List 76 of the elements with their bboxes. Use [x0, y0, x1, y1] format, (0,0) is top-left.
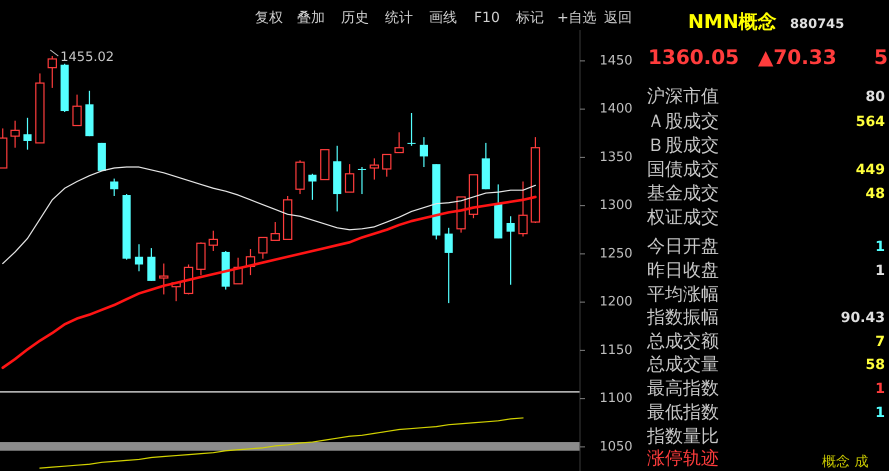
candlestick [23, 117, 32, 150]
candlestick [420, 136, 428, 168]
text: 画线 [429, 10, 457, 26]
category-label: 沪深市值 [647, 86, 719, 107]
text: 48 [866, 186, 885, 202]
y-tick-label: 1450 [599, 53, 633, 68]
candlestick [258, 236, 268, 260]
y-tick-label: 1150 [599, 342, 633, 358]
category-label: 总成交额 [646, 331, 719, 352]
y-tick-label: 1400 [599, 102, 633, 117]
text: 58 [866, 357, 885, 373]
y-tick-label: 1300 [599, 198, 633, 214]
text: +自选 [557, 10, 597, 26]
category-label: 今日开盘 [647, 236, 719, 257]
candlestick [407, 112, 416, 146]
text: 统计 [385, 10, 413, 26]
category-label: 昨日收盘 [647, 260, 719, 281]
candlestick [208, 230, 218, 252]
text: ▲70.33 [758, 45, 837, 69]
text: 叠加 [297, 10, 325, 26]
text: F10 [474, 10, 500, 26]
text: 1 [875, 263, 885, 279]
candlestick [72, 94, 82, 126]
candlestick [159, 262, 168, 296]
candlestick [134, 244, 144, 272]
category-label: 涨停轨迹 [647, 448, 719, 469]
candlestick [344, 164, 354, 193]
category-label: 指数量比 [646, 426, 719, 447]
category-label: 指数振幅 [646, 307, 719, 328]
text: 历史 [341, 10, 369, 26]
annotation: 1455.02 [60, 50, 114, 66]
candlestick [308, 173, 317, 200]
y-tick-label: 1200 [599, 294, 633, 310]
y-tick-label: 1350 [599, 150, 633, 165]
y-tick-label: 1100 [599, 391, 633, 406]
y-tick-label: 1250 [599, 246, 633, 262]
text: 概念 成 [822, 454, 868, 470]
text: 标记 [515, 10, 544, 26]
candlestick [506, 216, 515, 286]
category-label: 权证成交 [646, 207, 719, 228]
category-label: Ｂ股成交 [647, 135, 719, 156]
text: 复权 [255, 10, 283, 26]
text: 80 [866, 89, 885, 105]
category-label: 国债成交 [647, 159, 719, 180]
category-label: 平均涨幅 [647, 284, 719, 305]
y-tick-label: 1050 [599, 439, 633, 454]
text: 7 [875, 334, 885, 350]
candlestick [394, 132, 404, 154]
text: 5 [874, 45, 888, 69]
candlestick [48, 55, 57, 88]
candlestick [518, 180, 528, 238]
text: 返回 [604, 10, 632, 26]
category-label: 基金成交 [647, 183, 719, 204]
text: 1 [875, 239, 885, 255]
text: 1360.05 [648, 45, 740, 69]
candlestick [370, 158, 380, 180]
candlestick [358, 166, 366, 195]
candlestick [10, 120, 20, 148]
category-label: 总成交量 [646, 354, 719, 375]
candlestick [110, 178, 118, 197]
line-series [1, 196, 537, 370]
text: 564 [856, 114, 885, 130]
text: NMN概念 [688, 11, 777, 33]
text: 90.43 [840, 310, 885, 326]
category-label: 最高指数 [647, 378, 719, 399]
text: 449 [856, 162, 885, 178]
category-label: 最低指数 [647, 402, 719, 423]
category-label: Ａ股成交 [647, 111, 719, 132]
text: 1 [875, 381, 885, 397]
candlestick [444, 227, 453, 304]
line-series [39, 417, 524, 469]
line-series [2, 166, 536, 264]
text: 880745 [790, 17, 844, 32]
text: 1 [875, 405, 885, 421]
candlestick [382, 154, 392, 178]
candlestick [270, 221, 280, 241]
